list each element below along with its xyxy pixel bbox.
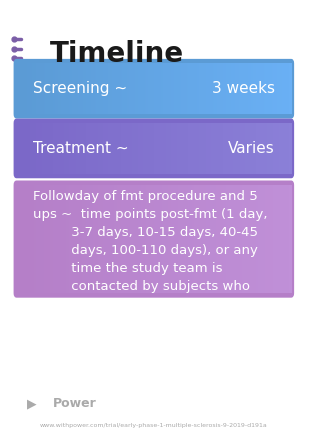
FancyBboxPatch shape: [13, 118, 294, 178]
Text: Timeline: Timeline: [50, 40, 184, 68]
Text: Power: Power: [53, 397, 97, 410]
FancyBboxPatch shape: [13, 59, 294, 118]
Text: www.withpower.com/trial/early-phase-1-multiple-sclerosis-9-2019-d191a: www.withpower.com/trial/early-phase-1-mu…: [40, 424, 268, 429]
FancyBboxPatch shape: [13, 181, 294, 298]
Text: ▶: ▶: [27, 397, 37, 410]
